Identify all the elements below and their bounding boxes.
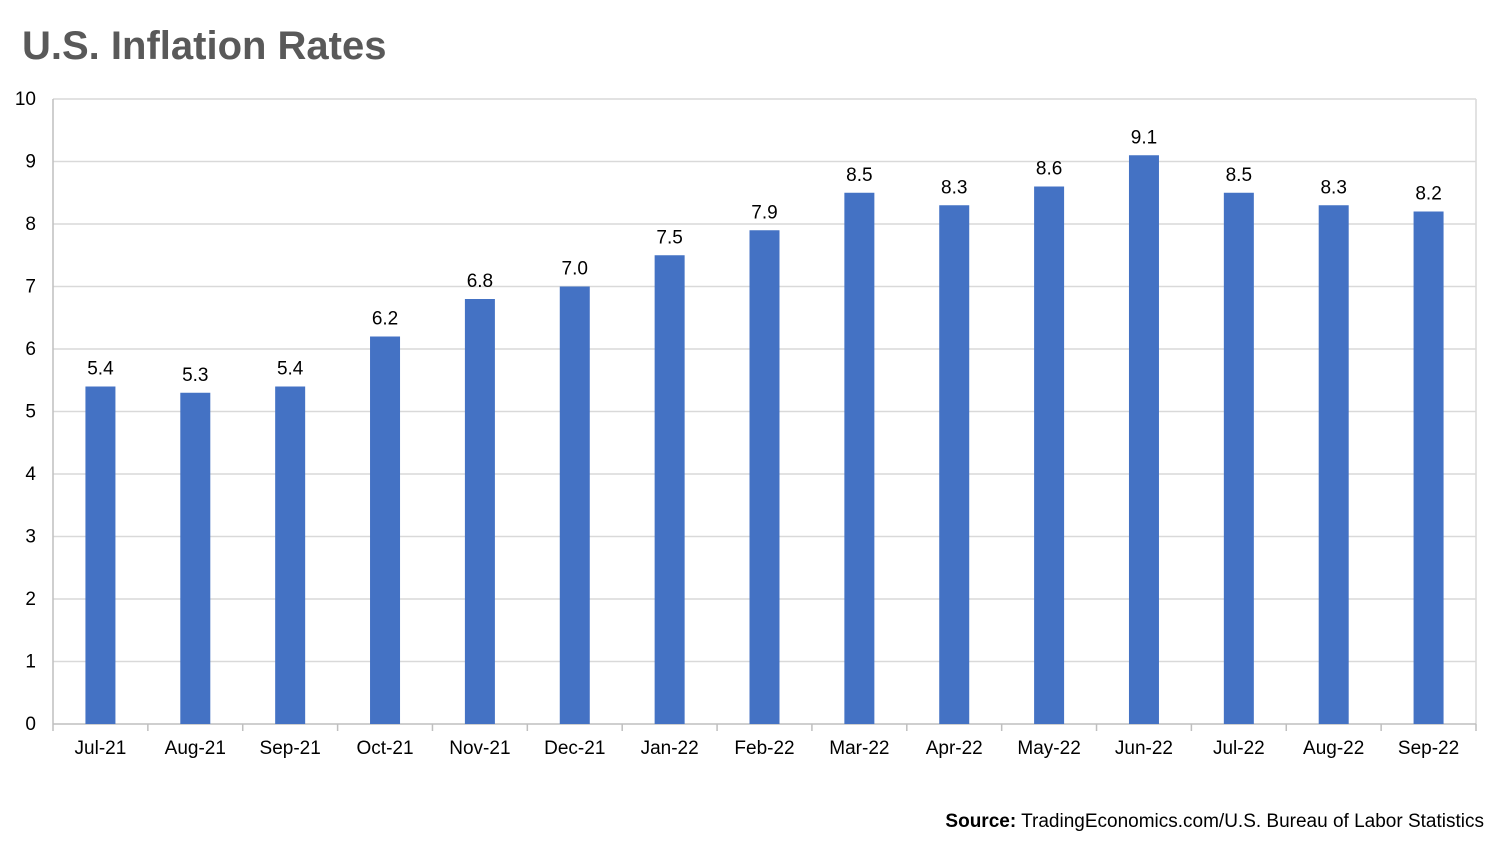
x-tick-label: Apr-22 (926, 738, 983, 759)
y-tick-label: 2 (25, 589, 36, 610)
y-tick-label: 10 (15, 89, 36, 110)
bar (1128, 155, 1159, 724)
data-label: 5.4 (277, 359, 304, 380)
data-label: 8.5 (1226, 165, 1252, 186)
chart-title: U.S. Inflation Rates (22, 24, 387, 68)
data-label: 7.5 (656, 227, 682, 248)
bar (654, 255, 685, 724)
y-axis-tick-labels: 0 1 2 3 4 5 6 7 8 9 10 (15, 89, 37, 735)
data-label: 6.2 (372, 309, 398, 330)
y-tick-label: 3 (25, 527, 36, 548)
bar (85, 386, 116, 724)
x-tick-label: Jul-22 (1213, 738, 1265, 759)
source-text: TradingEconomics.com/U.S. Bureau of Labo… (1016, 811, 1484, 832)
x-tick-label: Dec-21 (544, 738, 605, 759)
y-tick-label: 5 (25, 402, 36, 423)
data-label: 7.0 (562, 259, 588, 280)
bar (1318, 205, 1349, 724)
data-label: 8.6 (1036, 159, 1062, 180)
x-tick-label: Jul-21 (75, 738, 127, 759)
x-tick-label: Mar-22 (829, 738, 889, 759)
data-label: 5.3 (182, 365, 208, 386)
data-label: 8.2 (1415, 184, 1441, 205)
y-tick-label: 8 (25, 214, 36, 235)
x-axis-tick-labels: Jul-21 Aug-21 Sep-21 Oct-21 Nov-21 Dec-21 Jan-… (75, 738, 1460, 759)
bar (370, 336, 401, 724)
y-tick-label: 9 (25, 152, 36, 173)
data-label: 5.4 (87, 359, 114, 380)
y-tick-label: 7 (25, 277, 36, 298)
y-tick-label: 6 (25, 339, 36, 360)
bar (1223, 192, 1254, 724)
data-label: 9.1 (1131, 127, 1157, 148)
y-tick-label: 0 (25, 714, 36, 735)
x-tick-label: Sep-21 (260, 738, 321, 759)
bar (559, 286, 590, 724)
x-tick-label: Oct-21 (357, 738, 414, 759)
bar (749, 230, 780, 724)
source-note: Source: TradingEconomics.com/U.S. Bureau… (945, 811, 1484, 833)
bar (180, 392, 211, 724)
data-label: 8.5 (846, 165, 872, 186)
bar (464, 299, 495, 724)
x-tick-label: May-22 (1017, 738, 1080, 759)
bar (1034, 186, 1065, 724)
bar (844, 192, 875, 724)
bar (275, 386, 306, 724)
bars (85, 155, 1444, 724)
data-label: 8.3 (1320, 177, 1346, 198)
x-tick-label: Jan-22 (641, 738, 699, 759)
data-label: 8.3 (941, 177, 967, 198)
x-tick-label: Sep-22 (1398, 738, 1459, 759)
source-label: Source: (945, 811, 1017, 832)
bar (1413, 211, 1444, 724)
x-tick-label: Nov-21 (449, 738, 510, 759)
y-tick-label: 4 (25, 464, 36, 485)
x-tick-label: Aug-22 (1303, 738, 1364, 759)
data-labels: 5.4 5.3 5.4 6.2 6.8 7.0 7.5 7.9 8.5 8.3 8.6 9.1 8.5 8… (87, 127, 1442, 386)
y-tick-label: 1 (25, 652, 36, 673)
data-label: 6.8 (467, 271, 493, 292)
x-tick-label: Feb-22 (734, 738, 794, 759)
x-tick-label: Jun-22 (1115, 738, 1173, 759)
x-tick-label: Aug-21 (165, 738, 226, 759)
bar (939, 205, 970, 724)
data-label: 7.9 (751, 202, 777, 223)
